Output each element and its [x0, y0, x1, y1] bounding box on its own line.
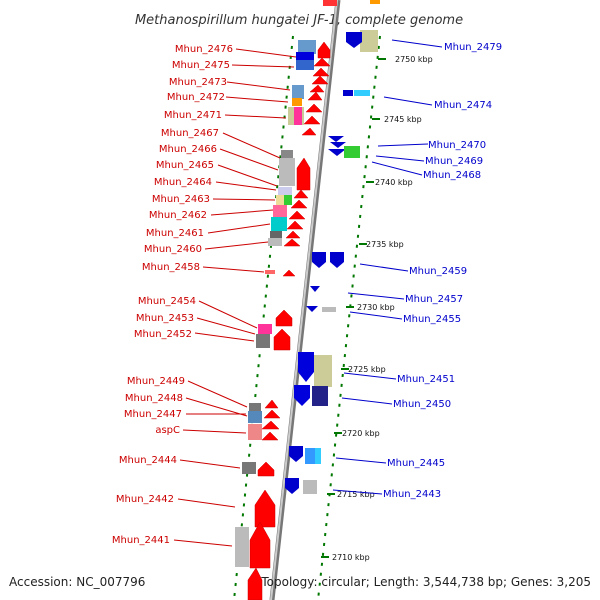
- kbp-label: 2740 kbp: [375, 178, 413, 187]
- kbp-ticks: [321, 58, 386, 558]
- gene-label: Mhun_2450: [393, 399, 451, 410]
- gene-label: Mhun_2479: [444, 42, 502, 53]
- reverse-arrows: [247, 41, 331, 600]
- kbp-label: 2750 kbp: [395, 55, 433, 64]
- gene-label: Mhun_2473: [169, 77, 227, 88]
- gene-label: Mhun_2453: [136, 313, 194, 324]
- gene-label: Mhun_2462: [149, 210, 207, 221]
- track-guides: [233, 35, 381, 600]
- gene-label: Mhun_2445: [387, 458, 445, 469]
- gene-label: Mhun_2448: [125, 393, 183, 404]
- kbp-label: 2715 kbp: [337, 490, 375, 499]
- kbp-labels: 2750 kbp 2745 kbp 2740 kbp 2735 kbp 2730…: [332, 55, 433, 562]
- gene-label: Mhun_2467: [161, 128, 219, 139]
- gene-label: Mhun_2455: [403, 314, 461, 325]
- gene-label: Mhun_2464: [154, 177, 212, 188]
- gene-label: Mhun_2459: [409, 266, 467, 277]
- forward-features: [285, 30, 378, 494]
- gene-label: Mhun_2444: [119, 455, 177, 466]
- gene-label: Mhun_2443: [383, 489, 441, 500]
- gene-label: Mhun_2463: [152, 194, 210, 205]
- gene-label: Mhun_2449: [127, 376, 185, 387]
- gene-label: Mhun_2465: [156, 160, 214, 171]
- kbp-label: 2745 kbp: [384, 115, 422, 124]
- kbp-label: 2730 kbp: [357, 303, 395, 312]
- left-gene-labels: Mhun_2476 Mhun_2475 Mhun_2473 Mhun_2472 …: [112, 44, 233, 546]
- gene-label: Mhun_2447: [124, 409, 182, 420]
- gene-label: Mhun_2475: [172, 60, 230, 71]
- gene-label: aspC: [155, 425, 180, 436]
- left-leader-lines: [173, 48, 297, 547]
- gene-label: Mhun_2454: [138, 296, 196, 307]
- kbp-label: 2725 kbp: [348, 365, 386, 374]
- gene-label: Mhun_2452: [134, 329, 192, 340]
- accession-text: Accession: NC_007796: [9, 575, 145, 589]
- gene-label: Mhun_2458: [142, 262, 200, 273]
- gene-label: Mhun_2441: [112, 535, 170, 546]
- gene-label: Mhun_2460: [144, 244, 202, 255]
- reverse-features: [235, 40, 316, 567]
- genome-backbone: [269, 0, 341, 600]
- genome-title: Methanospirillum hungatei JF-1, complete…: [135, 13, 463, 28]
- gene-label: Mhun_2451: [397, 374, 455, 385]
- gene-label: Mhun_2472: [167, 92, 225, 103]
- gene-label: Mhun_2476: [175, 44, 233, 55]
- gene-label: Mhun_2470: [428, 140, 486, 151]
- gene-label: Mhun_2461: [146, 228, 204, 239]
- right-gene-labels: Mhun_2479 Mhun_2474 Mhun_2470 Mhun_2469 …: [383, 42, 502, 500]
- kbp-label: 2720 kbp: [342, 429, 380, 438]
- gene-label: Mhun_2474: [434, 100, 492, 111]
- right-leader-lines: [332, 39, 443, 495]
- kbp-label: 2735 kbp: [366, 240, 404, 249]
- gene-label: Mhun_2469: [425, 156, 483, 167]
- gene-label: Mhun_2468: [423, 170, 481, 181]
- gene-label: Mhun_2457: [405, 294, 463, 305]
- top-edge-features: [323, 0, 380, 6]
- kbp-label: 2710 kbp: [332, 553, 370, 562]
- gene-label: Mhun_2466: [159, 144, 217, 155]
- gene-label: Mhun_2442: [116, 494, 174, 505]
- gene-label: Mhun_2471: [164, 110, 222, 121]
- genome-summary-text: Topology: circular; Length: 3,544,738 bp…: [260, 575, 591, 589]
